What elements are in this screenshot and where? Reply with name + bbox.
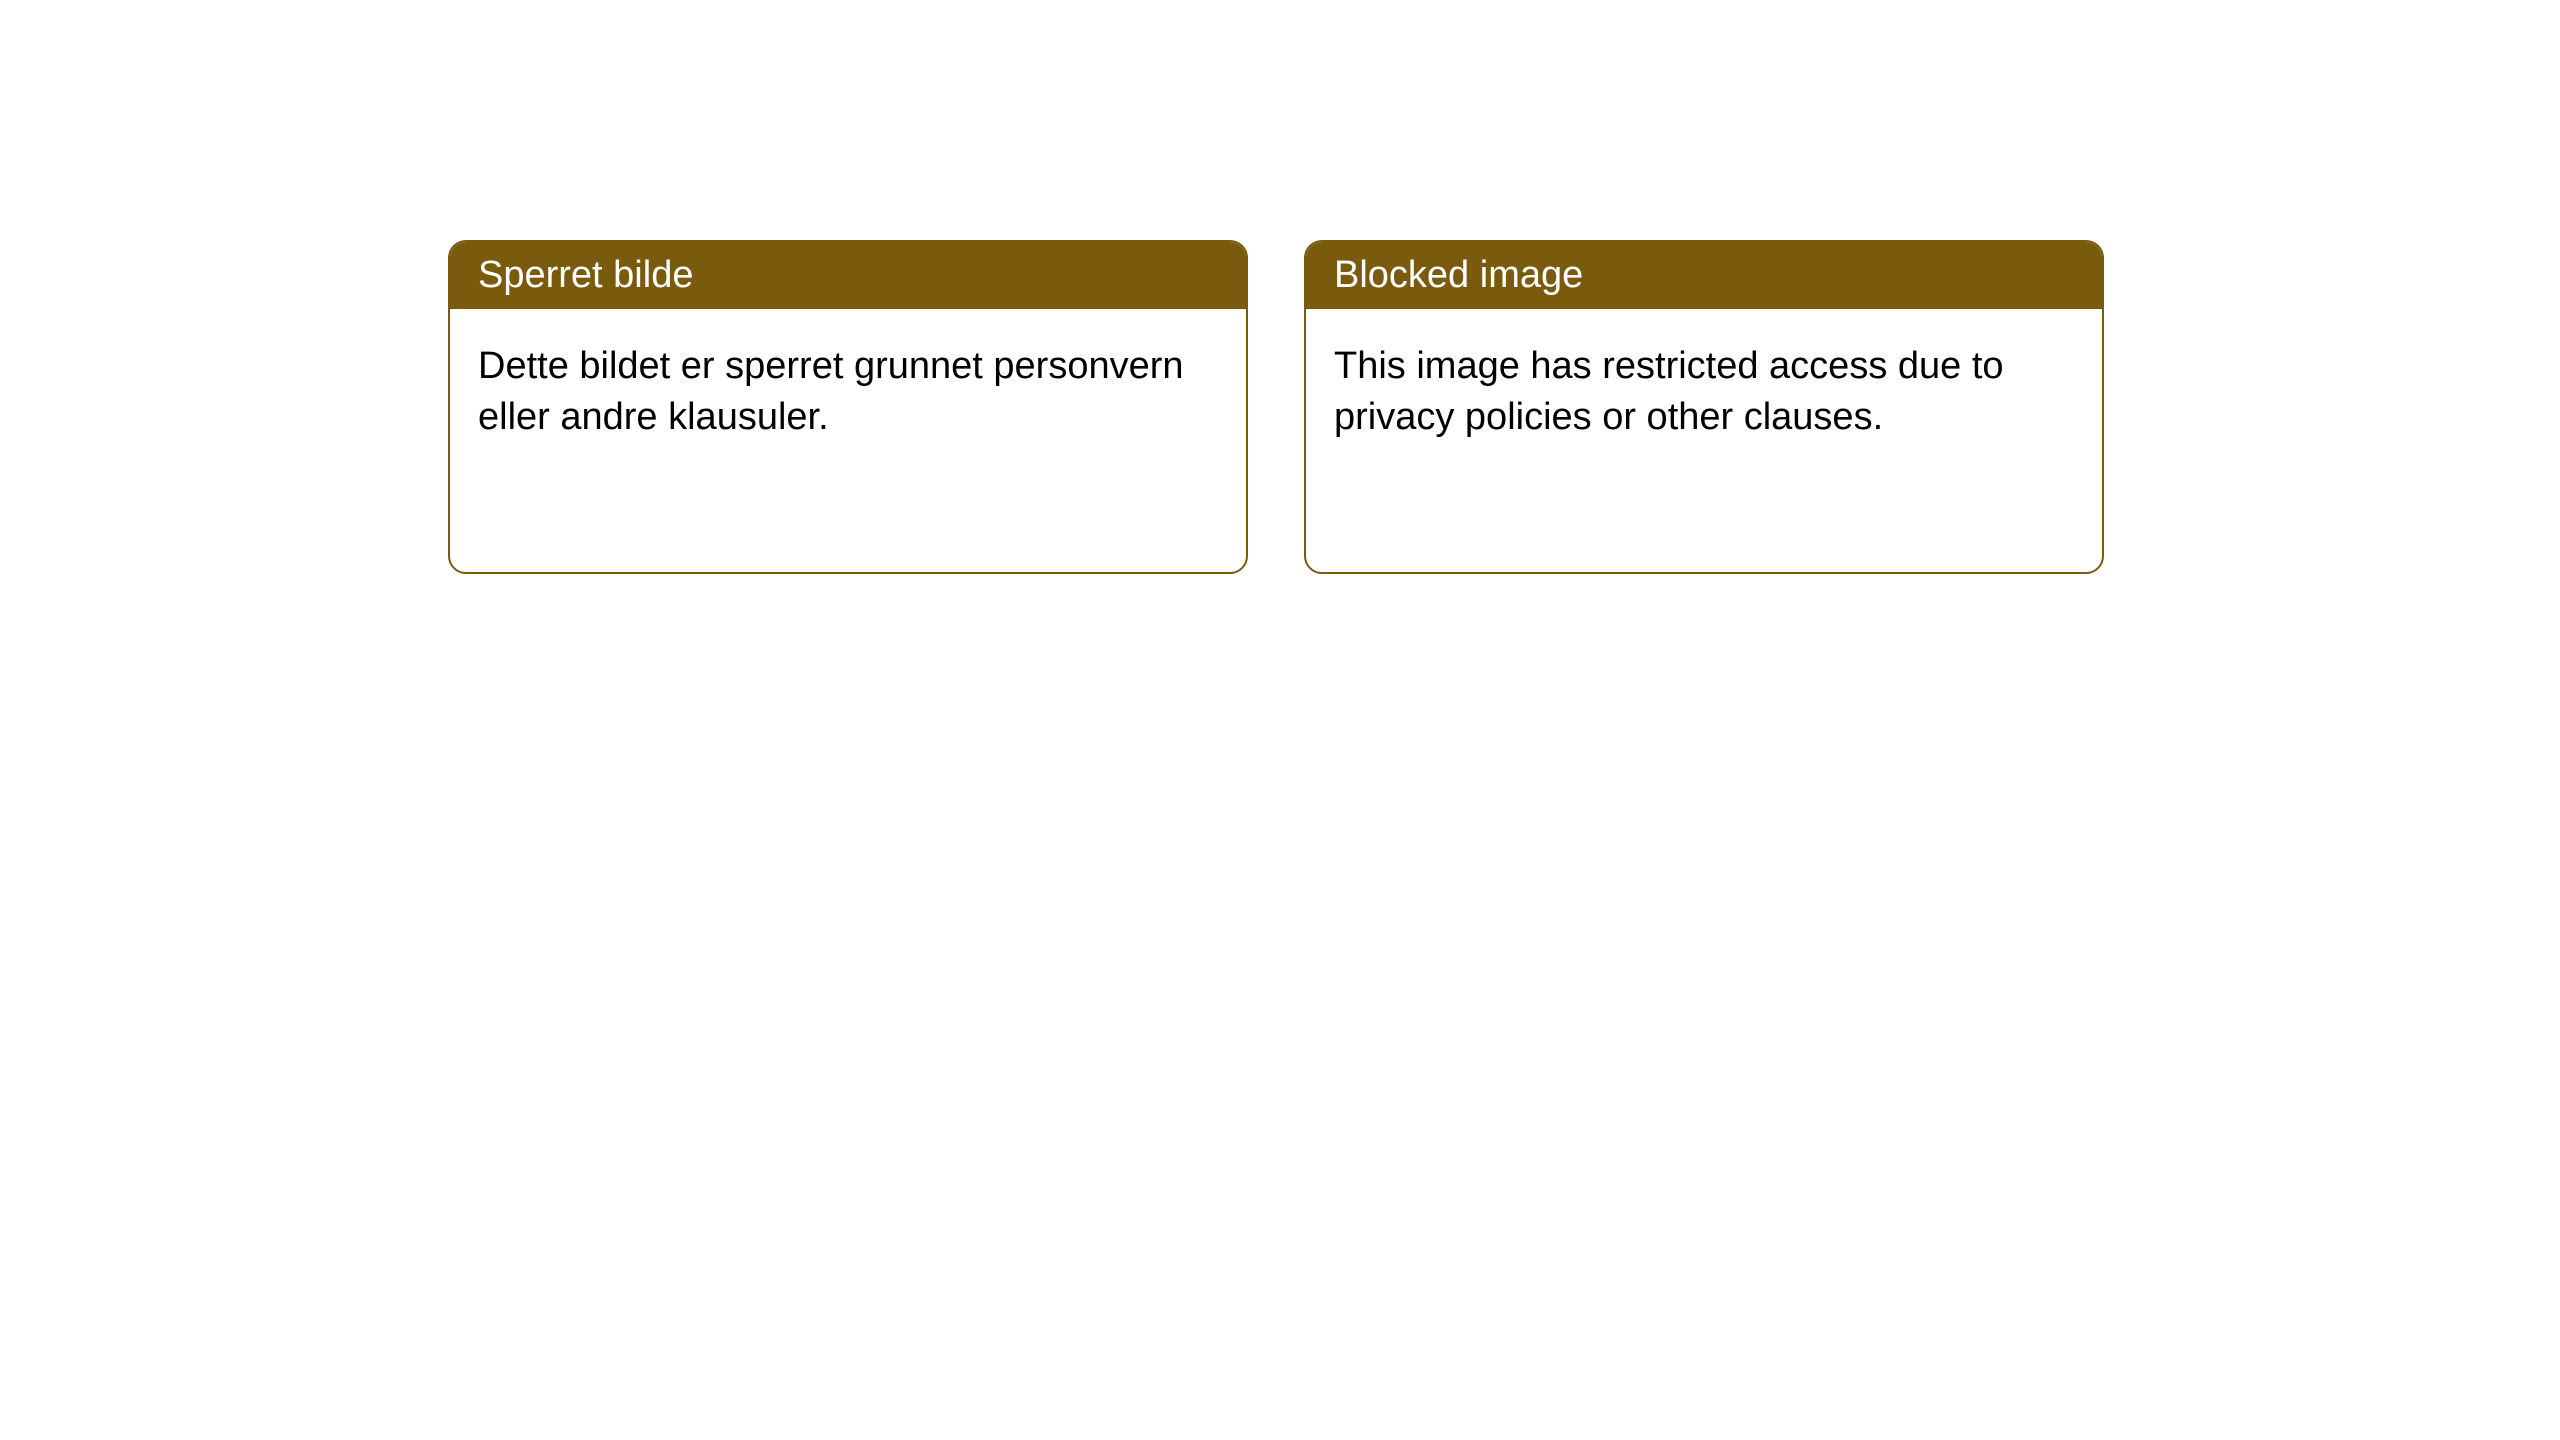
card-header: Blocked image [1306,242,2102,309]
card-body: Dette bildet er sperret grunnet personve… [450,309,1246,476]
notice-card-en: Blocked image This image has restricted … [1304,240,2104,574]
card-body: This image has restricted access due to … [1306,309,2102,476]
cards-container: Sperret bilde Dette bildet er sperret gr… [448,240,2104,574]
notice-card-no: Sperret bilde Dette bildet er sperret gr… [448,240,1248,574]
card-header: Sperret bilde [450,242,1246,309]
card-title: Sperret bilde [478,254,693,296]
card-body-text: Dette bildet er sperret grunnet personve… [478,345,1184,438]
card-body-text: This image has restricted access due to … [1334,345,2004,438]
card-title: Blocked image [1334,254,1583,296]
